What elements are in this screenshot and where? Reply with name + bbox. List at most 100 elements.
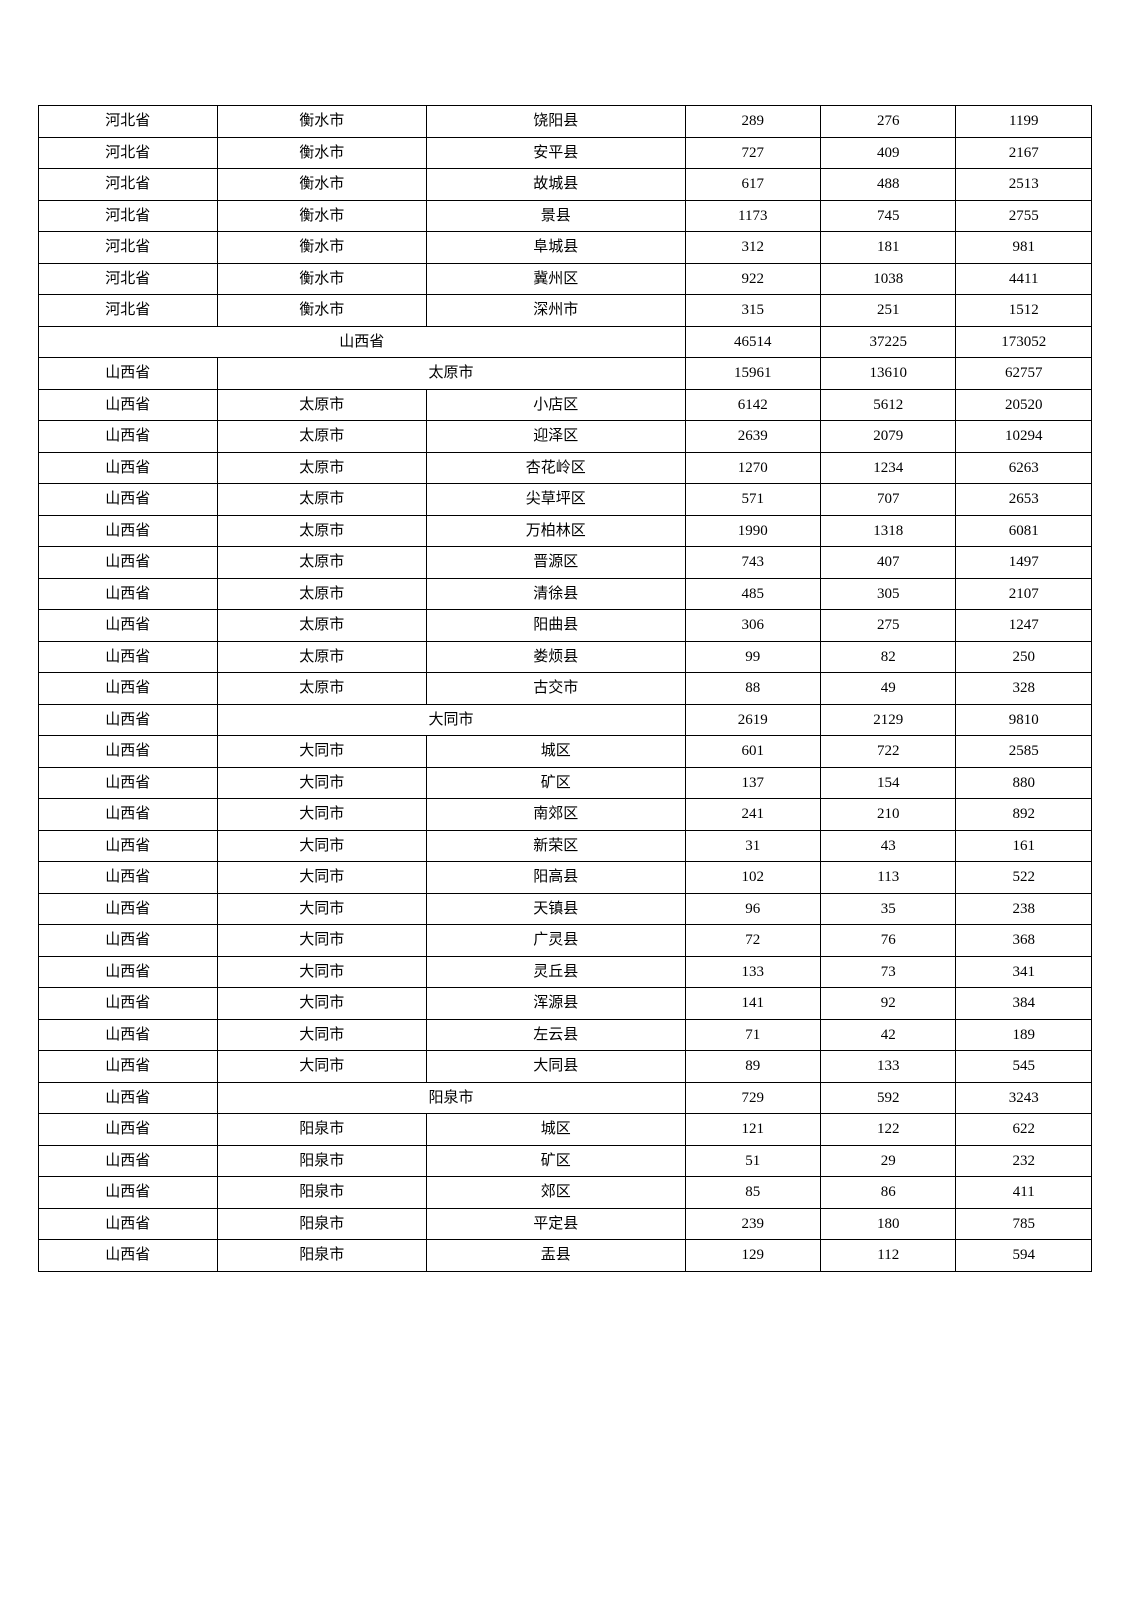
cell-value: 1199 <box>956 106 1092 138</box>
cell-value: 2079 <box>821 421 956 453</box>
table-row: 山西省大同市261921299810 <box>39 704 1092 736</box>
cell-city: 大同市 <box>217 925 426 957</box>
cell-province: 山西省 <box>39 925 218 957</box>
cell-province: 河北省 <box>39 106 218 138</box>
cell-value: 82 <box>821 641 956 673</box>
cell-district: 新荣区 <box>426 830 685 862</box>
table-row: 山西省大同市广灵县7276368 <box>39 925 1092 957</box>
cell-city: 太原市 <box>217 484 426 516</box>
table-row: 山西省太原市杏花岭区127012346263 <box>39 452 1092 484</box>
cell-province: 山西省 <box>39 799 218 831</box>
cell-district: 矿区 <box>426 767 685 799</box>
cell-value: 2585 <box>956 736 1092 768</box>
table-row: 山西省阳泉市矿区5129232 <box>39 1145 1092 1177</box>
cell-value: 102 <box>685 862 820 894</box>
cell-province: 河北省 <box>39 137 218 169</box>
cell-value: 276 <box>821 106 956 138</box>
cell-value: 29 <box>821 1145 956 1177</box>
cell-value: 13610 <box>821 358 956 390</box>
cell-value: 305 <box>821 578 956 610</box>
cell-district: 杏花岭区 <box>426 452 685 484</box>
cell-province: 山西省 <box>39 1208 218 1240</box>
cell-value: 62757 <box>956 358 1092 390</box>
cell-city: 大同市 <box>217 799 426 831</box>
cell-district: 南郊区 <box>426 799 685 831</box>
cell-value: 112 <box>821 1240 956 1272</box>
cell-value: 411 <box>956 1177 1092 1209</box>
cell-city: 太原市 <box>217 673 426 705</box>
cell-province: 山西省 <box>39 547 218 579</box>
cell-district: 故城县 <box>426 169 685 201</box>
cell-value: 133 <box>685 956 820 988</box>
city-total-label: 太原市 <box>217 358 685 390</box>
cell-district: 盂县 <box>426 1240 685 1272</box>
cell-value: 6263 <box>956 452 1092 484</box>
cell-district: 冀州区 <box>426 263 685 295</box>
cell-district: 深州市 <box>426 295 685 327</box>
cell-value: 1234 <box>821 452 956 484</box>
cell-district: 浑源县 <box>426 988 685 1020</box>
cell-value: 312 <box>685 232 820 264</box>
cell-value: 161 <box>956 830 1092 862</box>
cell-province: 山西省 <box>39 578 218 610</box>
cell-city: 太原市 <box>217 578 426 610</box>
cell-city: 阳泉市 <box>217 1208 426 1240</box>
cell-province: 山西省 <box>39 1145 218 1177</box>
cell-province: 山西省 <box>39 988 218 1020</box>
cell-value: 1497 <box>956 547 1092 579</box>
table-row: 山西省太原市万柏林区199013186081 <box>39 515 1092 547</box>
cell-district: 广灵县 <box>426 925 685 957</box>
cell-value: 71 <box>685 1019 820 1051</box>
cell-city: 大同市 <box>217 988 426 1020</box>
table-row: 河北省衡水市阜城县312181981 <box>39 232 1092 264</box>
cell-value: 250 <box>956 641 1092 673</box>
cell-value: 96 <box>685 893 820 925</box>
cell-value: 745 <box>821 200 956 232</box>
cell-province: 山西省 <box>39 1114 218 1146</box>
cell-value: 592 <box>821 1082 956 1114</box>
cell-district: 清徐县 <box>426 578 685 610</box>
cell-value: 880 <box>956 767 1092 799</box>
cell-province: 山西省 <box>39 484 218 516</box>
table-row: 山西省太原市迎泽区2639207910294 <box>39 421 1092 453</box>
cell-province: 河北省 <box>39 200 218 232</box>
table-row: 山西省大同市天镇县9635238 <box>39 893 1092 925</box>
cell-city: 太原市 <box>217 421 426 453</box>
cell-value: 1990 <box>685 515 820 547</box>
cell-province: 山西省 <box>39 893 218 925</box>
cell-province: 山西省 <box>39 767 218 799</box>
cell-value: 2755 <box>956 200 1092 232</box>
cell-district: 万柏林区 <box>426 515 685 547</box>
cell-value: 981 <box>956 232 1092 264</box>
cell-city: 衡水市 <box>217 232 426 264</box>
cell-value: 37225 <box>821 326 956 358</box>
table-row: 山西省大同市浑源县14192384 <box>39 988 1092 1020</box>
cell-value: 232 <box>956 1145 1092 1177</box>
cell-value: 341 <box>956 956 1092 988</box>
table-row: 河北省衡水市故城县6174882513 <box>39 169 1092 201</box>
cell-value: 6142 <box>685 389 820 421</box>
cell-value: 46514 <box>685 326 820 358</box>
cell-value: 35 <box>821 893 956 925</box>
table-row: 山西省阳泉市城区121122622 <box>39 1114 1092 1146</box>
city-total-label: 大同市 <box>217 704 685 736</box>
cell-province: 山西省 <box>39 452 218 484</box>
cell-value: 722 <box>821 736 956 768</box>
cell-value: 31 <box>685 830 820 862</box>
cell-city: 太原市 <box>217 610 426 642</box>
cell-district: 阜城县 <box>426 232 685 264</box>
table-row: 山西省阳泉市郊区8586411 <box>39 1177 1092 1209</box>
cell-district: 阳曲县 <box>426 610 685 642</box>
cell-province: 山西省 <box>39 956 218 988</box>
cell-province: 山西省 <box>39 673 218 705</box>
cell-value: 181 <box>821 232 956 264</box>
cell-value: 129 <box>685 1240 820 1272</box>
cell-value: 892 <box>956 799 1092 831</box>
cell-value: 2167 <box>956 137 1092 169</box>
cell-city: 大同市 <box>217 736 426 768</box>
cell-district: 娄烦县 <box>426 641 685 673</box>
table-row: 山西省4651437225173052 <box>39 326 1092 358</box>
cell-city: 大同市 <box>217 893 426 925</box>
cell-value: 210 <box>821 799 956 831</box>
cell-value: 42 <box>821 1019 956 1051</box>
